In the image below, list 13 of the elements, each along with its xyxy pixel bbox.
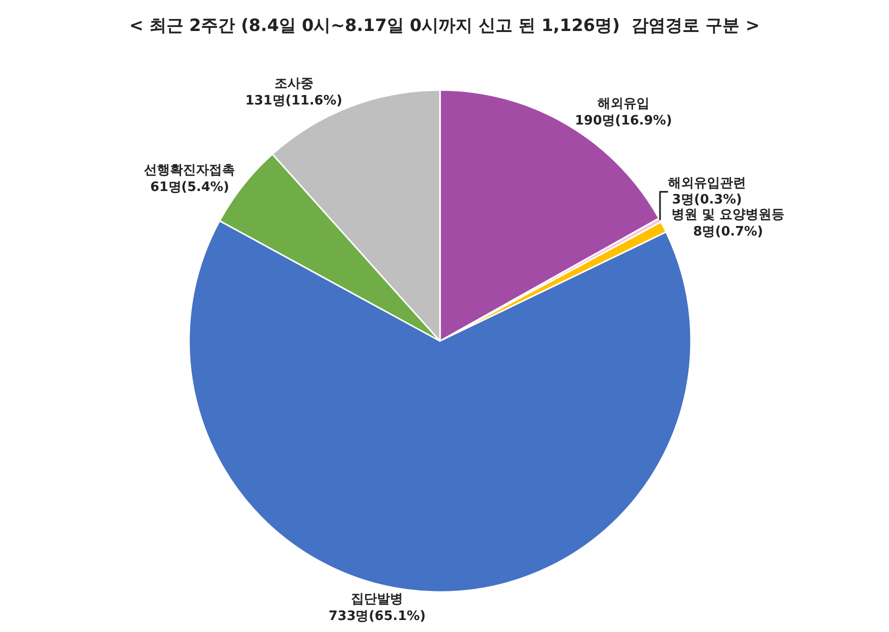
- slice-label: 병원 및 요양병원등: [672, 208, 785, 223]
- slice-label: 해외유입관련: [668, 176, 746, 191]
- chart-title: < 최근 2주간 (8.4일 0시~8.17일 0시까지 신고 된 1,126명) 감염경로 구분 >: [129, 16, 760, 36]
- data-label: 3명(0.3%): [672, 192, 742, 208]
- data-label: 131명(11.6%): [245, 94, 342, 109]
- data-label: 8명(0.7%): [693, 224, 764, 240]
- slice-label: 선행확진자접촉: [144, 163, 236, 178]
- data-label: 190명(16.9%): [574, 114, 672, 129]
- data-label: 733명(65.1%): [328, 608, 426, 624]
- slice-label: 조사중: [274, 76, 314, 92]
- slice-label: 집단발병: [351, 592, 404, 607]
- slice-label: 해외유입: [597, 96, 650, 112]
- data-label: 61명(5.4%): [150, 180, 230, 196]
